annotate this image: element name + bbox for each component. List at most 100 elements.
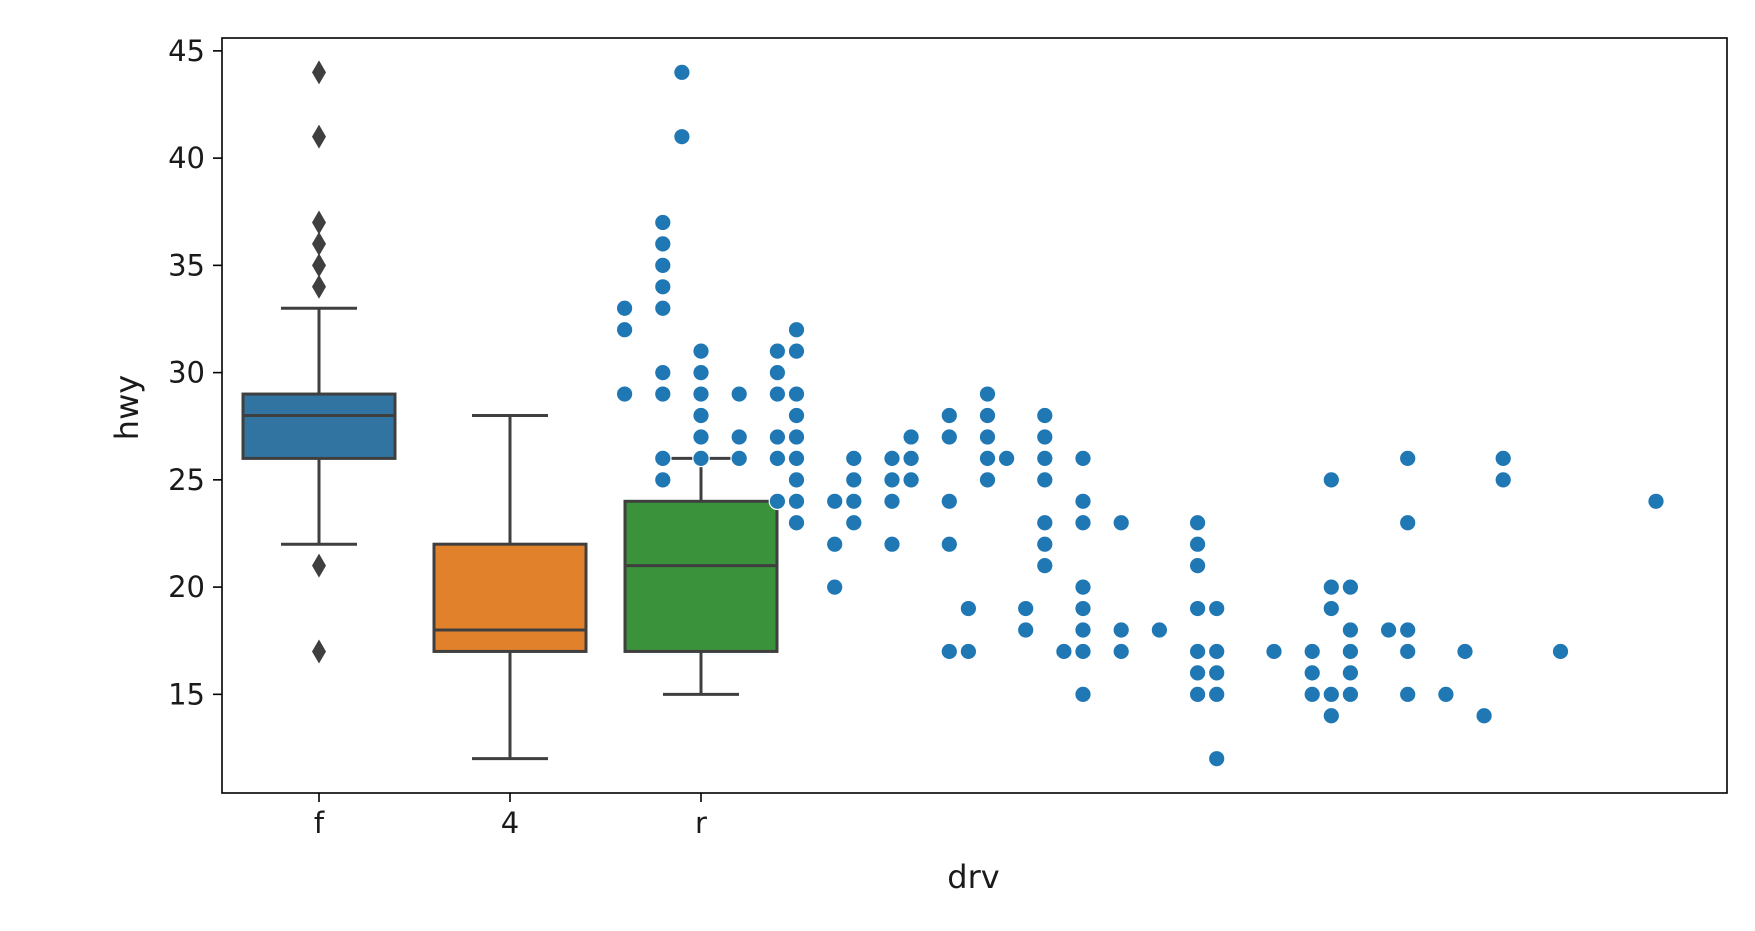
scatter-point xyxy=(1398,642,1417,661)
scatter-point xyxy=(1074,621,1092,639)
scatter-point xyxy=(1112,621,1130,639)
scatter-point xyxy=(653,363,672,382)
outlier-point xyxy=(312,231,326,256)
scatter-point xyxy=(1188,685,1207,704)
scatter-point xyxy=(615,385,634,403)
scatter-point xyxy=(883,449,901,468)
scatter-point xyxy=(787,385,806,403)
x-tick-label: r xyxy=(695,806,707,840)
box-body xyxy=(241,392,397,460)
scatter-point xyxy=(1398,513,1417,532)
scatter-point xyxy=(883,492,901,511)
scatter-point xyxy=(1074,513,1092,532)
scatter-point xyxy=(825,535,844,553)
box-f xyxy=(241,60,397,664)
scatter-point xyxy=(653,299,672,318)
scatter-point xyxy=(653,471,672,489)
scatter-point xyxy=(653,256,672,275)
scatter-point xyxy=(1188,513,1207,532)
scatter-point xyxy=(1036,406,1054,425)
scatter-point xyxy=(1016,621,1035,639)
scatter-point xyxy=(1265,642,1283,661)
scatter-point xyxy=(692,385,710,403)
scatter-point xyxy=(1112,513,1130,532)
scatter-point xyxy=(1341,621,1360,639)
scatter-point xyxy=(1074,578,1092,596)
scatter-point xyxy=(1494,471,1512,489)
scatter-point xyxy=(730,428,748,446)
plot-area xyxy=(241,60,1665,768)
scatter-series xyxy=(615,63,1665,768)
scatter-point xyxy=(615,320,634,339)
scatter-point xyxy=(653,213,672,232)
scatter-point xyxy=(1379,621,1398,639)
scatter-point xyxy=(787,492,806,511)
y-tick-label: 40 xyxy=(168,141,205,175)
scatter-point xyxy=(730,385,748,403)
scatter-point xyxy=(978,428,997,446)
scatter-point xyxy=(1207,749,1226,768)
scatter-point xyxy=(1074,599,1092,618)
scatter-point xyxy=(844,492,863,511)
scatter-point xyxy=(768,385,787,403)
scatter-point xyxy=(787,471,806,489)
scatter-point xyxy=(1036,471,1054,489)
scatter-point xyxy=(902,428,920,446)
scatter-point xyxy=(1188,642,1207,661)
scatter-point xyxy=(787,513,806,532)
scatter-point xyxy=(692,449,710,468)
scatter-point xyxy=(1341,685,1360,704)
box-r xyxy=(623,456,779,696)
scatter-point xyxy=(1188,535,1207,553)
scatter-point xyxy=(940,492,959,511)
scatter-point xyxy=(1341,578,1360,596)
scatter-point xyxy=(883,471,901,489)
scatter-point xyxy=(978,385,997,403)
scatter-point xyxy=(1647,492,1665,511)
scatter-point xyxy=(1188,556,1207,575)
scatter-point xyxy=(1188,599,1207,618)
scatter-point xyxy=(844,449,863,468)
scatter-point xyxy=(1188,664,1207,682)
scatter-point xyxy=(997,449,1016,468)
y-tick-label: 45 xyxy=(168,34,205,68)
box-4 xyxy=(432,414,588,761)
scatter-point xyxy=(1322,599,1341,618)
scatter-point xyxy=(978,406,997,425)
scatter-point xyxy=(673,127,691,146)
y-axis: 15 20 25 30 35 40 45 xyxy=(168,34,222,711)
scatter-point xyxy=(692,406,710,425)
scatter-point xyxy=(692,342,710,360)
y-tick-label: 15 xyxy=(168,677,205,711)
scatter-point xyxy=(1398,621,1417,639)
scatter-point xyxy=(844,513,863,532)
outlier-point xyxy=(312,274,326,299)
scatter-point xyxy=(1074,449,1092,468)
scatter-point xyxy=(787,428,806,446)
scatter-point xyxy=(1322,685,1341,704)
scatter-point xyxy=(1207,685,1226,704)
scatter-point xyxy=(902,471,920,489)
scatter-point xyxy=(1112,642,1130,661)
scatter-point xyxy=(825,492,844,511)
scatter-point xyxy=(1341,664,1360,682)
y-tick-label: 25 xyxy=(168,463,205,497)
scatter-point xyxy=(653,235,672,253)
scatter-point xyxy=(1055,642,1073,661)
scatter-point xyxy=(787,406,806,425)
scatter-point xyxy=(959,599,978,618)
outlier-point xyxy=(312,210,326,235)
scatter-point xyxy=(959,642,978,661)
y-axis-title: hwy xyxy=(108,375,146,440)
scatter-point xyxy=(1456,642,1474,661)
scatter-point xyxy=(615,299,634,318)
scatter-point xyxy=(653,278,672,296)
plot-frame xyxy=(221,37,1728,794)
x-axis: f 4 r xyxy=(314,793,707,840)
scatter-point xyxy=(1322,578,1341,596)
x-tick-label: 4 xyxy=(501,806,519,840)
scatter-point xyxy=(883,535,901,553)
scatter-point xyxy=(1207,642,1226,661)
